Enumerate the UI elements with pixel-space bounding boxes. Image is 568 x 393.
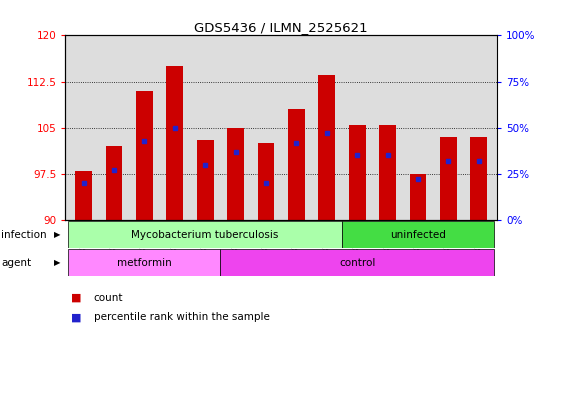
- Bar: [68, 221, 342, 248]
- Bar: [470, 137, 487, 220]
- Bar: [75, 171, 92, 220]
- Text: Mycobacterium tuberculosis: Mycobacterium tuberculosis: [131, 230, 279, 240]
- Text: ▶: ▶: [55, 258, 61, 267]
- Bar: [227, 128, 244, 220]
- Bar: [220, 249, 494, 276]
- Bar: [342, 221, 494, 248]
- Text: infection: infection: [1, 230, 47, 240]
- Bar: [166, 66, 183, 220]
- Bar: [349, 125, 366, 220]
- Bar: [379, 125, 396, 220]
- Bar: [440, 137, 457, 220]
- Text: ■: ■: [71, 292, 81, 303]
- Bar: [410, 174, 427, 220]
- Text: metformin: metformin: [117, 257, 172, 268]
- Text: ■: ■: [71, 312, 81, 322]
- Text: control: control: [339, 257, 375, 268]
- Text: ▶: ▶: [55, 230, 61, 239]
- Text: agent: agent: [1, 257, 31, 268]
- Bar: [136, 91, 153, 220]
- Bar: [319, 75, 335, 220]
- Bar: [197, 140, 214, 220]
- Bar: [68, 249, 220, 276]
- Text: uninfected: uninfected: [390, 230, 446, 240]
- Title: GDS5436 / ILMN_2525621: GDS5436 / ILMN_2525621: [194, 21, 368, 34]
- Text: percentile rank within the sample: percentile rank within the sample: [94, 312, 270, 322]
- Bar: [288, 109, 304, 220]
- Text: count: count: [94, 292, 123, 303]
- Bar: [106, 146, 122, 220]
- Bar: [258, 143, 274, 220]
